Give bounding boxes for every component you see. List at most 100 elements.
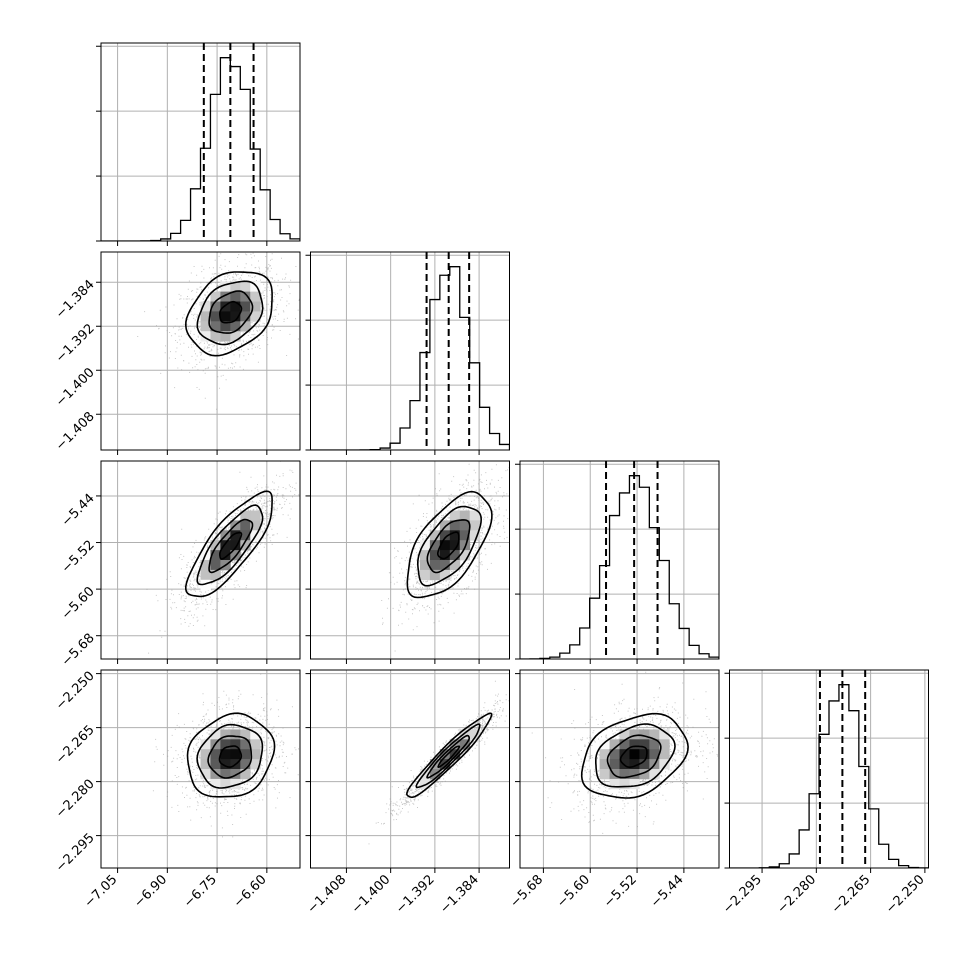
density-cell [649,729,660,740]
density-cell [220,331,231,342]
contour-3 [405,712,493,799]
x-tick-label: −5.68 [507,872,546,911]
scatter-panel-3-1: −1.408 −1.400 −1.392 −1.384 [305,669,510,917]
density-cell [220,291,231,302]
density-cell [439,569,451,581]
contour-2 [196,280,264,346]
density-cell [629,769,640,780]
axes-frame [519,460,720,660]
axes-frame [729,669,929,869]
density-cell [419,769,431,780]
density-map [200,729,261,790]
density-cell [240,769,251,780]
density-cell [220,321,231,332]
y-tick-label: −5.68 [59,631,98,670]
density-cell [459,530,471,541]
density-cell [589,759,600,770]
density-cell [639,739,650,750]
density-cell [449,530,461,541]
x-tick-label: −2.295 [720,872,765,917]
density-cell [210,569,221,581]
density-cell [429,540,441,551]
contour-3 [185,490,273,598]
density-cell [230,281,241,292]
x-tick-label: −5.60 [554,872,593,911]
density-map [200,281,261,342]
density-cell [220,759,231,770]
density-cell [250,291,261,302]
density-cell [429,550,441,561]
density-cell [230,729,241,740]
density-cell [200,769,211,780]
density-cell [230,331,241,342]
density-cell [250,281,261,292]
density-cell [619,778,630,790]
density-cell [599,759,610,770]
contour-3 [580,712,689,799]
axes-frame [310,251,510,451]
axes-frame [310,460,510,660]
x-tick-label: −1.384 [437,872,482,917]
contour-0 [218,745,243,768]
density-cell [210,769,221,780]
x-tick-label: −5.44 [648,872,687,911]
density-cell [649,739,660,750]
density-cell [230,778,241,790]
density-cell [230,321,241,332]
axes-frame [310,669,510,869]
axes-frame [100,669,301,869]
density-cell [220,769,231,780]
y-tick-label: −1.392 [53,321,98,366]
density-cell [649,769,660,780]
density-cell [240,759,251,770]
density-cell [250,729,261,740]
x-tick-label: −1.392 [393,872,438,917]
contour-0 [219,531,243,560]
density-cell [619,769,630,780]
density-cell [449,749,461,760]
density-cell [429,569,441,581]
density-cell [599,749,610,760]
contour-3 [186,712,276,798]
density-cell [609,749,620,760]
density-cell [240,739,251,750]
y-tick-label: −5.44 [59,491,98,530]
density-cell [210,291,221,302]
density-cell [230,769,241,780]
contour-3 [184,271,273,357]
density-cell [469,530,481,541]
hist-panel-0 [96,42,301,246]
density-cell [439,520,451,531]
contour-1 [208,290,254,334]
density-cell [459,510,471,521]
density-cell [210,550,221,561]
density-cell [210,759,221,770]
density-cell [439,560,451,571]
density-cell [419,540,431,551]
histogram-2 [520,475,719,659]
contour-0 [437,745,461,768]
histogram-0 [101,57,300,241]
density-cell [419,560,431,571]
density-cell [240,301,251,312]
density-cell [659,729,670,740]
density-cell [449,510,461,521]
density-cell [629,759,640,770]
contour-2 [415,723,481,789]
contour-2 [595,723,676,788]
density-cell [250,749,261,760]
x-tick-label: −7.05 [82,872,121,911]
density-cell [439,540,451,551]
density-cell [619,729,630,740]
x-tick-label: −1.408 [305,872,350,917]
density-cell [449,560,461,571]
density-cell [240,321,251,332]
density-cell [419,778,431,790]
density-cell [250,739,261,750]
density-cell [609,739,620,750]
x-tick-label: −2.280 [775,872,820,917]
density-cell [659,749,670,760]
density-cell [459,520,471,531]
x-tick-label: −6.60 [231,872,270,911]
